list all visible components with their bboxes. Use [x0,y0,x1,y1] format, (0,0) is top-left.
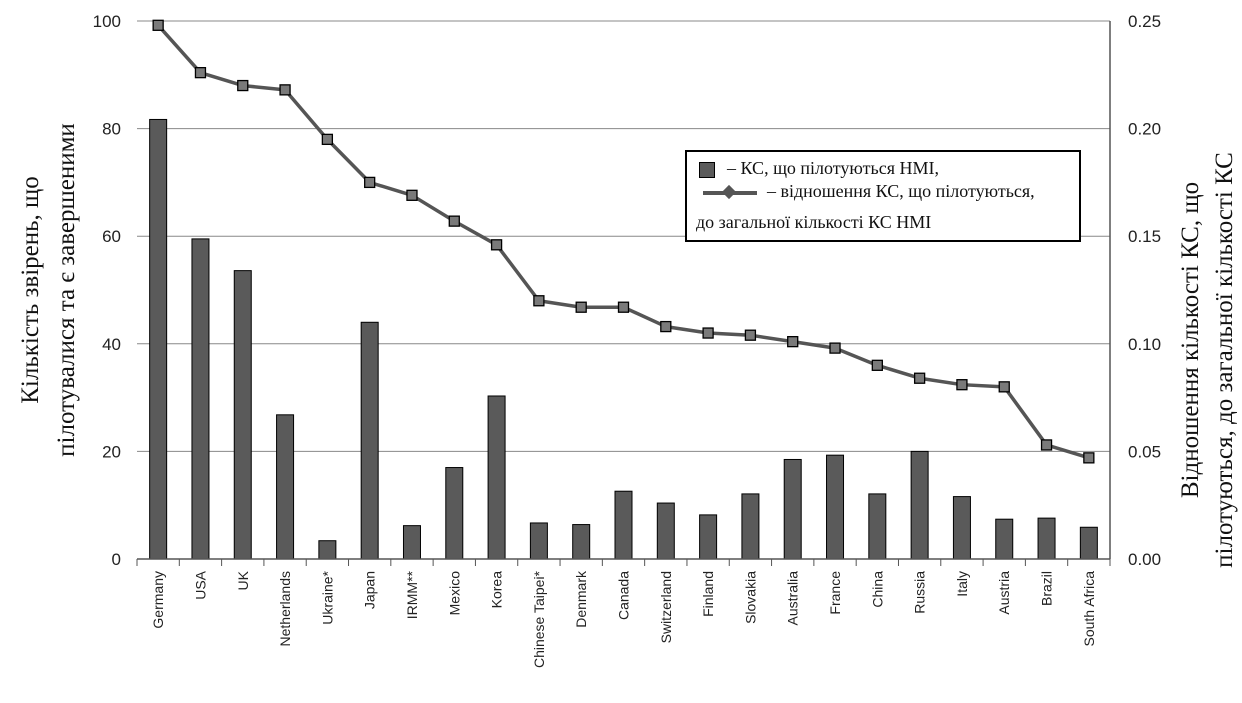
right-tick-label: 0.10 [1128,335,1161,354]
line-point [448,215,460,227]
legend-line-label-1: – відношення КС, що пілотуються, [767,181,1035,201]
bar [1037,517,1056,560]
bar [656,502,675,560]
bar [233,270,252,560]
legend-diamond-marker [721,184,737,200]
left-axis-title-line1: Кількість звірень, що [17,176,44,404]
legend-bar-label: – КС, що пілотуються НМІ, [727,158,939,178]
left-tick-label: 60 [102,227,121,246]
category-label: Korea [489,571,505,609]
category-label: Mexico [446,571,462,616]
bar [402,525,421,560]
line-point [660,320,672,333]
category-label: South Africa [1081,571,1097,647]
line-point [194,66,207,79]
category-label: France [827,571,843,615]
bar [572,524,591,560]
right-axis-title-line2: пілотуються, до загальної кількості КС [1211,152,1238,568]
line-point [829,342,841,354]
line-point [279,84,291,96]
category-label: USA [192,570,208,599]
bar [614,490,633,560]
right-axis-ticks: 0.00 0.05 0.10 0.15 0.20 0.25 [1128,12,1161,569]
left-tick-label: 40 [102,335,121,354]
left-axis-ticks: 0 20 40 60 80 100 [93,12,121,569]
category-label: Germany [150,571,166,629]
bar [487,395,506,560]
left-tick-label: 20 [102,442,121,461]
category-label: Netherlands [277,571,293,647]
line-point [1083,452,1095,464]
right-axis-title-line1: Відношення кількості КС, що [1177,182,1204,498]
left-tick-label: 0 [112,550,121,569]
right-tick-label: 0.25 [1128,12,1161,31]
legend-bar-swatch [699,162,715,178]
right-tick-label: 0.15 [1128,227,1161,246]
line-point [490,239,503,251]
line-point [237,79,249,92]
category-label: Ukraine* [319,570,335,624]
bar [1079,526,1098,560]
gridlines [137,20,1110,452]
left-tick-label: 80 [102,120,121,139]
category-label: Slovakia [742,571,758,624]
line-point [1040,439,1053,451]
bar [276,414,295,560]
line-point [617,301,630,313]
bar [191,238,210,560]
category-label: Australia [785,571,801,626]
category-label: China [869,571,885,608]
category-label: Brazil [1039,571,1055,606]
category-label: Denmark [573,570,589,628]
category-label: UK [235,570,251,590]
line-point [364,176,376,189]
line-point [913,372,926,384]
category-label: Austria [996,571,1012,615]
line-series [152,19,1095,464]
line-point [956,379,968,391]
category-label: Japan [362,571,378,609]
right-tick-label: 0.00 [1128,550,1161,569]
line-point [787,335,799,348]
category-label: Chinese Taipei* [531,570,547,668]
right-tick-label: 0.05 [1128,442,1161,461]
bar [360,321,379,560]
bar [783,458,802,560]
bar [318,540,337,560]
axes [136,21,1111,566]
category-label: Switzerland [658,571,674,643]
line-point [871,359,883,371]
right-tick-label: 0.20 [1128,120,1161,139]
bar [910,450,929,560]
left-axis-title-line2: пілотувалися та є завершеними [53,123,80,457]
line-point [321,133,334,146]
category-label: IRMM** [404,570,420,619]
line-point [998,381,1010,393]
bar [826,454,845,560]
line-point [744,329,757,341]
bar [529,522,548,560]
line-point [702,327,714,339]
category-labels: Germany USA UK Netherlands Ukraine* Japan IRMM… [150,570,1097,668]
line-point [575,301,587,313]
category-label: Italy [954,571,970,597]
category-label: Canada [616,571,632,620]
line-point [406,189,418,201]
left-tick-label: 100 [93,12,121,31]
category-label: Russia [912,571,928,614]
category-label: Finland [700,571,716,617]
bar [995,518,1014,560]
bar [952,496,971,560]
bar [741,493,760,560]
bar [149,118,168,560]
line-point [152,19,164,31]
legend-line-label-2: до загальної кількості КС НМІ [696,212,932,232]
bar [699,514,718,560]
line-point [533,295,545,307]
bar [445,467,464,560]
legend: – КС, що пілотуються НМІ, – відношення К… [685,150,1081,242]
bar [868,493,887,560]
